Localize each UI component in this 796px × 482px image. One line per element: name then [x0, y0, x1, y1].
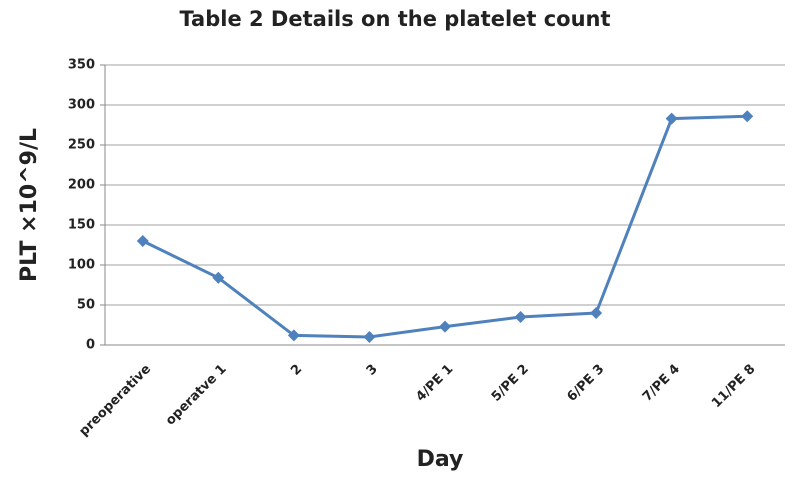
y-tick-label: 150 — [68, 218, 95, 233]
x-tick-label: 2 — [288, 362, 305, 379]
x-tick-label: 3 — [364, 362, 381, 379]
x-tick-label: preoperative — [76, 362, 154, 440]
y-tick-label: 350 — [68, 58, 95, 73]
y-tick-label: 0 — [86, 338, 95, 353]
x-axis-label: Day — [417, 447, 464, 472]
data-point — [287, 329, 300, 342]
y-tick-label: 250 — [68, 138, 95, 153]
y-tick-label: 50 — [77, 298, 95, 313]
x-tick-label: 7/PE 4 — [640, 362, 683, 405]
chart-title: Table 2 Details on the platelet count — [179, 7, 610, 31]
y-tick-label: 300 — [68, 98, 95, 113]
data-point — [590, 307, 603, 319]
data-point — [665, 112, 678, 125]
y-axis-label: PLT ×10^9/L — [17, 128, 42, 282]
x-tick-label: 6/PE 3 — [564, 362, 607, 405]
data-line — [142, 114, 748, 339]
x-tick-label: 11/PE 8 — [709, 362, 758, 411]
data-point — [439, 320, 451, 333]
x-tick-label: 4/PE 1 — [413, 362, 456, 405]
y-tick-label: 100 — [68, 258, 95, 273]
data-point — [363, 331, 376, 343]
data-point — [136, 235, 149, 247]
x-tick-label: operatve 1 — [163, 362, 230, 429]
data-point — [212, 271, 225, 284]
data-point — [514, 311, 527, 323]
data-point — [741, 110, 754, 123]
y-tick-label: 200 — [68, 178, 95, 193]
x-tick-label: 5/PE 2 — [489, 362, 532, 405]
